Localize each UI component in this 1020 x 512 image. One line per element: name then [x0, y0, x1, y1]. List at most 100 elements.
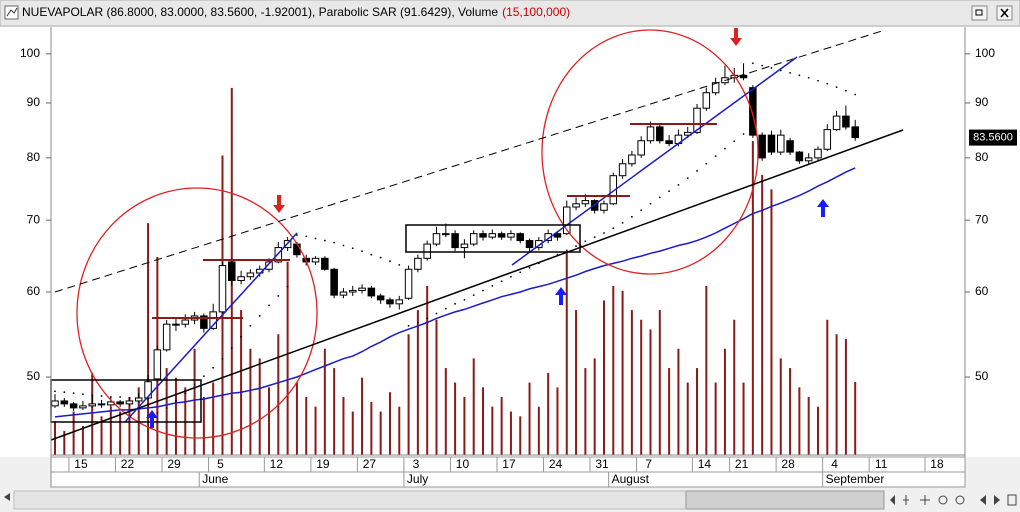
- volume-bar: [789, 368, 792, 455]
- volume-bar: [509, 411, 512, 455]
- sar-dot: [230, 347, 233, 350]
- month-label: August: [612, 472, 650, 486]
- volume-bar: [500, 397, 503, 455]
- sar-dot: [82, 393, 84, 396]
- candle-body: [246, 272, 255, 278]
- nav-button[interactable]: [890, 495, 895, 505]
- volume-bar: [714, 382, 717, 455]
- sar-dot: [184, 392, 187, 395]
- sar-dot: [165, 406, 168, 409]
- volume-bar: [351, 411, 354, 455]
- sar-dot: [361, 250, 363, 253]
- sar-dot: [286, 285, 289, 288]
- circle-annotation: [76, 187, 318, 439]
- nav-button[interactable]: [994, 495, 1000, 505]
- window-icon[interactable]: [4, 5, 19, 20]
- x-tick-label: 21: [735, 457, 749, 471]
- down-arrow: [273, 195, 285, 213]
- restore-button[interactable]: [971, 5, 988, 21]
- volume-bar: [854, 382, 857, 455]
- candle-body: [600, 203, 608, 211]
- volume-bar: [807, 397, 810, 455]
- volume-bar: [630, 310, 633, 455]
- scroll-left[interactable]: [4, 493, 10, 501]
- volume-bar: [137, 387, 140, 455]
- candle-body: [404, 268, 413, 299]
- candle-body: [758, 134, 766, 159]
- sar-dot: [621, 221, 624, 224]
- volume-bar: [100, 416, 103, 455]
- candle-body: [116, 401, 124, 405]
- volume-bar: [379, 411, 382, 455]
- x-tick-label: 12: [270, 457, 284, 471]
- nav-button[interactable]: [955, 495, 965, 505]
- sar-dot: [54, 390, 56, 393]
- candle-body: [293, 243, 301, 256]
- nav-button[interactable]: [1007, 494, 1017, 506]
- candle-body: [423, 243, 431, 259]
- sar-dot: [724, 147, 726, 150]
- candle-body: [451, 233, 459, 249]
- candle-body: [795, 151, 804, 162]
- x-tick-label: 22: [121, 457, 135, 471]
- sar-dot: [472, 294, 475, 297]
- x-tick-label: 28: [781, 457, 795, 471]
- up-arrow: [146, 410, 158, 428]
- nav-button[interactable]: [980, 495, 986, 505]
- sar-dot: [761, 64, 764, 67]
- candle-body: [348, 289, 357, 293]
- sar-dot: [640, 209, 643, 212]
- y2-tick-label: 100: [975, 46, 995, 60]
- volume-bar: [528, 382, 531, 455]
- last-price-label: 83.5600: [973, 131, 1013, 143]
- volume-bar: [426, 285, 429, 455]
- nav-button[interactable]: [920, 495, 930, 505]
- candle-body: [656, 126, 664, 142]
- candle-body: [832, 115, 841, 131]
- month-label: June: [202, 472, 228, 486]
- volume-bar: [547, 372, 550, 455]
- sar-dot: [751, 62, 754, 65]
- x-tick-label: 19: [316, 457, 330, 471]
- volume-bar: [668, 368, 671, 455]
- x-tick-label: 3: [413, 457, 420, 471]
- volume-bar: [751, 141, 754, 455]
- sar-dot: [268, 304, 270, 307]
- nav-button[interactable]: [938, 495, 948, 505]
- y2-tick-label: 70: [975, 212, 989, 226]
- y-tick-label: 60: [27, 284, 41, 298]
- y2-tick-label: 60: [975, 284, 989, 298]
- volume-bar: [258, 358, 261, 455]
- candle-body: [581, 200, 590, 205]
- candle-body: [311, 257, 320, 263]
- sar-dot: [100, 395, 103, 397]
- scroll-thumb[interactable]: [685, 490, 885, 510]
- sar-dot: [510, 275, 512, 278]
- candle-body: [395, 299, 404, 305]
- chart-bg: [0, 27, 1020, 457]
- down-arrow: [730, 28, 742, 46]
- candle-body: [628, 154, 636, 165]
- candle-body: [749, 87, 757, 136]
- candle-body: [414, 257, 422, 270]
- volume-bar: [342, 397, 345, 455]
- volume-bar: [761, 174, 764, 456]
- volume-bar: [575, 310, 578, 455]
- volume-bar: [268, 387, 271, 455]
- candle-body: [172, 323, 180, 326]
- sar-dot: [389, 260, 391, 263]
- candle-body: [218, 265, 227, 313]
- volume-bar: [835, 334, 838, 455]
- sar-dot: [221, 357, 224, 360]
- volume-bar: [677, 348, 680, 455]
- title-bar: [0, 0, 1020, 27]
- volume-bar: [286, 261, 289, 455]
- volume-bar: [72, 411, 75, 455]
- sar-dot: [63, 391, 66, 394]
- volume-bar: [472, 358, 475, 455]
- nav-button[interactable]: [903, 495, 909, 505]
- sar-dot: [156, 411, 159, 414]
- sar-dot: [407, 324, 410, 327]
- candle-body: [209, 311, 217, 329]
